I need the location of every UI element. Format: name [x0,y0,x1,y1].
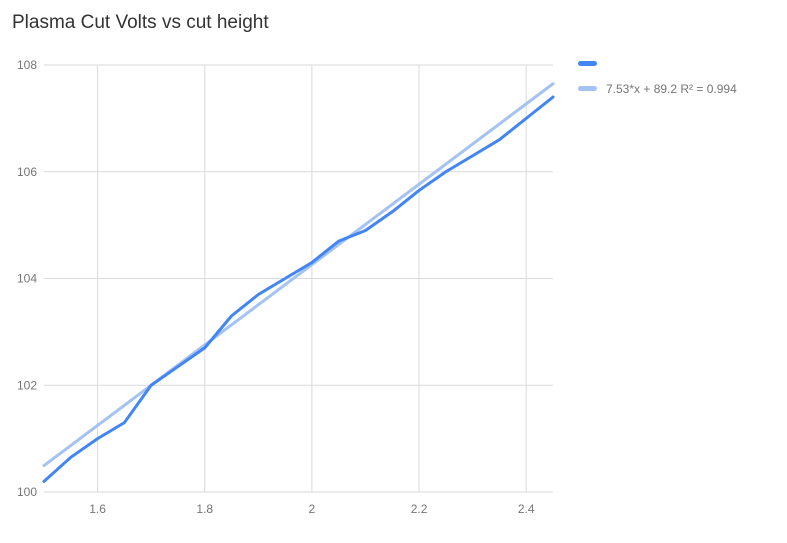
legend: 7.53*x + 89.2 R² = 0.994 [578,57,737,96]
y-tick-label: 106 [17,165,37,179]
legend-item-series [578,57,737,70]
legend-item-trendline: 7.53*x + 89.2 R² = 0.994 [578,81,737,96]
y-tick-label: 102 [17,378,37,392]
x-tick-label: 1.8 [196,502,213,516]
trendline-swatch [578,86,597,91]
series-line [42,95,555,483]
x-tick-label: 2 [309,502,316,516]
x-tick-label: 1.6 [89,502,106,516]
y-tick-label: 108 [17,58,37,72]
trendline [42,82,555,468]
x-tick-label: 2.2 [411,502,428,516]
y-tick-label: 100 [17,485,37,499]
chart-title: Plasma Cut Volts vs cut height [12,12,269,33]
x-tick-label: 2.4 [518,502,535,516]
legend-trendline-label: 7.53*x + 89.2 R² = 0.994 [606,81,737,96]
y-tick-label: 104 [17,272,37,286]
series-swatch [578,61,597,66]
